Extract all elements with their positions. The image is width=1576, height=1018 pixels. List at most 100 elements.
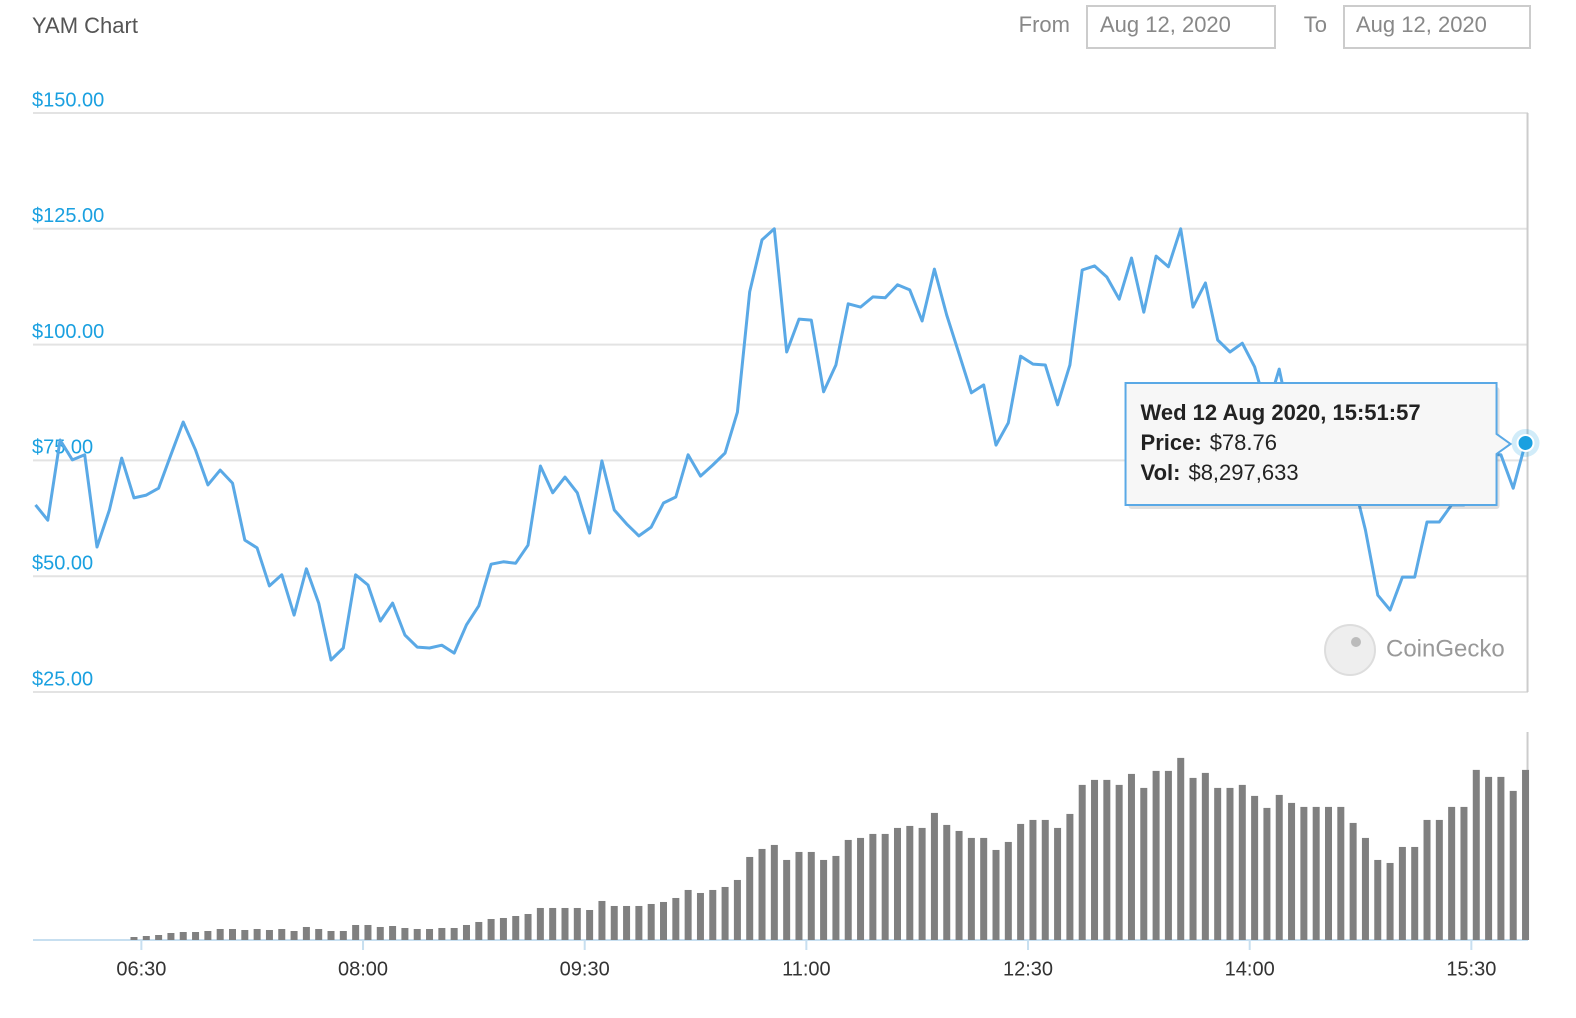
tooltip-value: $78.76 [1210,430,1277,455]
volume-bar [549,907,557,940]
volume-bar [536,907,544,940]
watermark-logo [1324,624,1376,676]
volume-bar [167,932,175,940]
volume-bar [709,889,717,940]
volume-bar [758,848,766,940]
volume-bar [1177,757,1185,940]
from-date[interactable]: Aug 12, 2020 [1100,12,1231,37]
volume-bar [1066,813,1074,940]
volume-bar [1263,807,1271,940]
volume-bar [1337,806,1345,940]
volume-bar [1288,802,1296,940]
x-tick-label: 06:30 [116,958,166,980]
volume-bar [1017,823,1025,940]
chart-title: YAM Chart [32,13,138,38]
volume-bar [857,837,865,940]
volume-bar [438,927,446,940]
volume-bar [660,901,668,940]
volume-bar [1152,770,1160,940]
y-tick-label: $125.00 [32,205,104,227]
tooltip: Wed 12 Aug 2020, 15:51:57 Price: $78.76 Vol… [1124,381,1513,509]
to-date[interactable]: Aug 12, 2020 [1356,12,1487,37]
volume-bar [918,827,926,940]
tooltip-row: Vol: $8,297,633 [1141,460,1299,485]
volume-bar [598,900,606,940]
volume-bar [290,931,298,940]
watermark-text: CoinGecko [1386,635,1505,662]
volume-bar [192,932,200,940]
volume-bar [524,913,532,940]
volume-bar [1226,787,1234,940]
volume-bar [1460,806,1468,940]
volume-bar [770,844,778,940]
volume-bar [733,879,741,940]
volume-bar [1423,819,1431,940]
volume-bar [1029,819,1037,940]
volume-bar [1312,806,1320,940]
y-tick-label: $50.00 [32,552,93,574]
volume-bar [130,937,138,940]
x-tick-label: 14:00 [1225,958,1275,980]
volume-bar [881,833,889,940]
volume-bar [499,917,507,940]
volume-bar [684,889,692,940]
volume-bar [1325,806,1333,940]
volume-bar [955,830,963,940]
volume-bar [487,918,495,940]
x-tick-label: 12:30 [1003,958,1053,980]
volume-bar [413,928,421,940]
watermark: CoinGecko [1324,624,1505,676]
volume-bar [623,905,631,940]
tooltip-box [1124,381,1513,506]
volume-bar [1448,806,1456,940]
from-input[interactable] [1086,5,1276,49]
volume-bar [1164,770,1172,940]
volume-bar [179,932,187,940]
volume-bar [1349,822,1357,940]
volume-bar [1251,795,1259,940]
volume-bar [228,928,236,940]
volume-bar [1485,776,1493,940]
volume-bar [1522,769,1530,940]
y-tick-label: $150.00 [32,89,104,111]
volume-bar [1386,862,1394,940]
volume-bar [844,839,852,940]
y-tick-label: $75.00 [32,437,93,459]
volume-bar [820,859,828,940]
volume-bar [426,928,434,940]
volume-bar [906,825,914,940]
volume-bar [832,855,840,940]
volume-bar [980,837,988,940]
volume-bar [376,926,384,940]
volume-bar [1361,837,1369,940]
volume-bar [635,905,643,940]
volume-bar [783,859,791,940]
x-tick-label: 15:30 [1446,958,1496,980]
volume-bar [696,892,704,940]
volume-bar [216,928,224,940]
volume-bar [155,934,163,940]
volume-bar [647,903,655,940]
from-label: From [1019,12,1070,37]
volume-bar [142,936,150,940]
x-tick-label: 09:30 [560,958,610,980]
volume-bar [462,924,470,940]
volume-bar [586,909,594,940]
volume-bar [1054,827,1062,940]
tooltip-value: $8,297,633 [1188,460,1298,485]
volume-bar [1411,846,1419,940]
volume-bar [278,928,286,940]
x-tick-label: 11:00 [782,958,831,980]
volume-bar [339,931,347,940]
volume-bar [1300,806,1308,940]
volume-bar [1201,772,1209,940]
volume-bar [893,827,901,940]
volume-bar [1189,777,1197,940]
volume-bar [1127,773,1135,940]
volume-bar [1041,819,1049,940]
volume-bar [1091,779,1099,940]
volume-bar [1004,841,1012,940]
volume-bar [204,931,212,940]
to-input[interactable] [1343,5,1531,49]
volume-bar [1214,787,1222,940]
